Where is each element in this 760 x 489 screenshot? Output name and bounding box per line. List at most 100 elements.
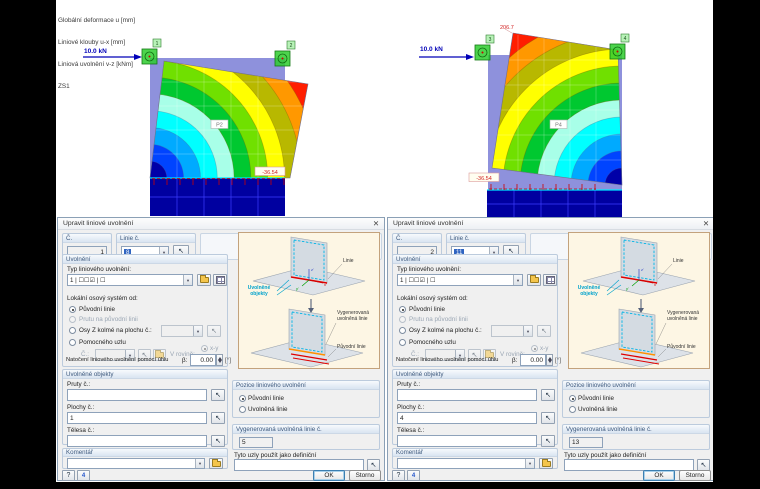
radio-position-original[interactable] bbox=[569, 395, 576, 402]
edit-type-button[interactable] bbox=[543, 274, 557, 286]
folder-icon bbox=[541, 458, 551, 467]
pick-surfaces-button[interactable]: ↖ bbox=[541, 412, 555, 424]
axis-y-label: y' bbox=[626, 286, 629, 291]
radio-helper-node[interactable] bbox=[399, 339, 406, 346]
pick-solids-button[interactable]: ↖ bbox=[211, 435, 225, 447]
release-schematic: z' x' y' bbox=[580, 236, 696, 368]
folder-icon bbox=[211, 458, 221, 467]
members-field[interactable] bbox=[67, 389, 207, 401]
members-label: Pruty č.: bbox=[397, 381, 421, 388]
chevron-down-icon[interactable]: ▾ bbox=[195, 459, 204, 468]
radio-z-perpendicular-label[interactable]: Osy Z kolmé na plochu č.: bbox=[409, 327, 482, 334]
generated-line-header: Vygenerovaná uvolněná linie č. bbox=[563, 425, 709, 434]
ok-button[interactable]: OK bbox=[313, 470, 345, 481]
close-icon[interactable]: ✕ bbox=[372, 219, 380, 228]
line-number-value: 11 bbox=[454, 249, 465, 256]
radio-z-perpendicular[interactable] bbox=[399, 327, 406, 334]
chevron-down-icon[interactable]: ▾ bbox=[159, 247, 168, 257]
results-plot-area[interactable]: 10.0 kN 1 2 P2 bbox=[56, 0, 713, 220]
axis-x-label: x' bbox=[654, 282, 657, 287]
radio-position-released[interactable] bbox=[239, 406, 246, 413]
pick-solids-button[interactable]: ↖ bbox=[541, 435, 555, 447]
radio-position-original[interactable] bbox=[239, 395, 246, 402]
cancel-button[interactable]: Storno bbox=[679, 470, 711, 481]
release-type-combo[interactable]: 1 | ☐☐☑ | ☐ ▾ bbox=[397, 274, 523, 286]
chevron-down-icon[interactable]: ▾ bbox=[513, 275, 522, 285]
rotation-angle-field[interactable] bbox=[520, 354, 546, 366]
in-plane-label: V rovině: bbox=[500, 351, 525, 358]
pick-members-button[interactable]: ↖ bbox=[211, 389, 225, 401]
deformed-outline bbox=[149, 60, 309, 179]
members-field[interactable] bbox=[397, 389, 537, 401]
degree-unit-label: [°] bbox=[225, 357, 232, 364]
radio-position-original-label[interactable]: Původní linie bbox=[248, 395, 285, 402]
pick-members-button[interactable]: ↖ bbox=[541, 389, 555, 401]
comment-group: Komentář ▾ bbox=[62, 448, 228, 469]
dialog-titlebar[interactable]: Upravit liniové uvolnění ✕ bbox=[58, 218, 384, 230]
comment-combo[interactable]: ▾ bbox=[67, 458, 205, 469]
angle-stepper[interactable] bbox=[216, 354, 223, 366]
browse-comment-button[interactable] bbox=[539, 458, 553, 469]
solids-field[interactable] bbox=[67, 435, 207, 447]
chevron-down-icon[interactable]: ▾ bbox=[525, 459, 534, 468]
pick-surfaces-button[interactable]: ↖ bbox=[211, 412, 225, 424]
surfaces-field[interactable] bbox=[67, 412, 207, 424]
angle-stepper[interactable] bbox=[546, 354, 553, 366]
radio-original-line[interactable] bbox=[399, 306, 406, 313]
chevron-down-icon: ▾ bbox=[455, 350, 464, 360]
radio-position-released-label[interactable]: Uvolněná linie bbox=[248, 406, 288, 413]
pick-definition-nodes-button[interactable]: ↖ bbox=[367, 459, 380, 471]
solids-field[interactable] bbox=[397, 435, 537, 447]
ok-button[interactable]: OK bbox=[643, 470, 675, 481]
surface-combo: ▾ bbox=[161, 325, 203, 337]
cancel-button[interactable]: Storno bbox=[349, 470, 381, 481]
rotation-angle-field[interactable] bbox=[190, 354, 216, 366]
chevron-down-icon[interactable]: ▾ bbox=[183, 275, 192, 285]
release-type-combo[interactable]: 1 | ☐☐☑ | ☐ ▾ bbox=[67, 274, 193, 286]
pick-icon: ↖ bbox=[215, 437, 221, 445]
help-button[interactable]: ? bbox=[62, 470, 75, 481]
units-button[interactable]: 4 bbox=[407, 470, 420, 481]
chevron-down-icon[interactable]: ▾ bbox=[489, 247, 498, 257]
pick-definition-nodes-button[interactable]: ↖ bbox=[697, 459, 710, 471]
surfaces-field[interactable] bbox=[397, 412, 537, 424]
definition-nodes-field[interactable] bbox=[564, 459, 694, 471]
radio-position-released-label[interactable]: Uvolněná linie bbox=[578, 406, 618, 413]
radio-original-line-label[interactable]: Původní linie bbox=[409, 306, 446, 313]
radio-helper-node-label[interactable]: Pomocného uzlu bbox=[79, 339, 126, 346]
release-group-header: Uvolnění bbox=[63, 255, 227, 264]
svg-text:P2: P2 bbox=[216, 123, 223, 129]
helper-node-combo: ▾ bbox=[425, 349, 465, 361]
max-value-label: 206.7 bbox=[500, 25, 514, 34]
radio-original-line-label[interactable]: Původní linie bbox=[79, 306, 116, 313]
definition-nodes-field[interactable] bbox=[234, 459, 364, 471]
radio-position-released[interactable] bbox=[569, 406, 576, 413]
radio-z-perpendicular-label[interactable]: Osy Z kolmé na plochu č.: bbox=[79, 327, 152, 334]
help-button[interactable]: ? bbox=[392, 470, 405, 481]
new-type-button[interactable] bbox=[197, 274, 211, 286]
edit-type-button[interactable] bbox=[213, 274, 227, 286]
model-workspace[interactable]: Globální deformace u [mm] Liniové klouby… bbox=[56, 0, 713, 482]
radio-member-line bbox=[399, 316, 406, 323]
units-button[interactable]: 4 bbox=[77, 470, 90, 481]
radio-helper-node[interactable] bbox=[69, 339, 76, 346]
comment-combo[interactable]: ▾ bbox=[397, 458, 535, 469]
preview-generated-line-label: Vygenerovaná uvolněná linie bbox=[667, 310, 700, 322]
radio-original-line[interactable] bbox=[69, 306, 76, 313]
browse-comment-button[interactable] bbox=[209, 458, 223, 469]
radio-helper-node-label[interactable]: Pomocného uzlu bbox=[409, 339, 456, 346]
pick-surface-button: ↖ bbox=[537, 325, 551, 337]
node-no-label: Č.: bbox=[411, 351, 420, 358]
preview-generated-line-label: Vygenerovaná uvolněná linie bbox=[337, 310, 370, 322]
rotation-label: Natočení liniového uvolnění pomocí úhlu bbox=[66, 357, 169, 363]
line-number-group-header: Linie č. bbox=[117, 234, 195, 243]
new-type-button[interactable] bbox=[527, 274, 541, 286]
radio-position-original-label[interactable]: Původní linie bbox=[578, 395, 615, 402]
close-icon[interactable]: ✕ bbox=[702, 219, 710, 228]
dialog-titlebar[interactable]: Upravit liniové uvolnění ✕ bbox=[388, 218, 713, 230]
radio-z-perpendicular[interactable] bbox=[69, 327, 76, 334]
units-decimals-icon: 4 bbox=[411, 472, 416, 479]
generated-line-field bbox=[239, 437, 273, 448]
position-group-header: Pozice liniového uvolnění bbox=[563, 381, 709, 390]
